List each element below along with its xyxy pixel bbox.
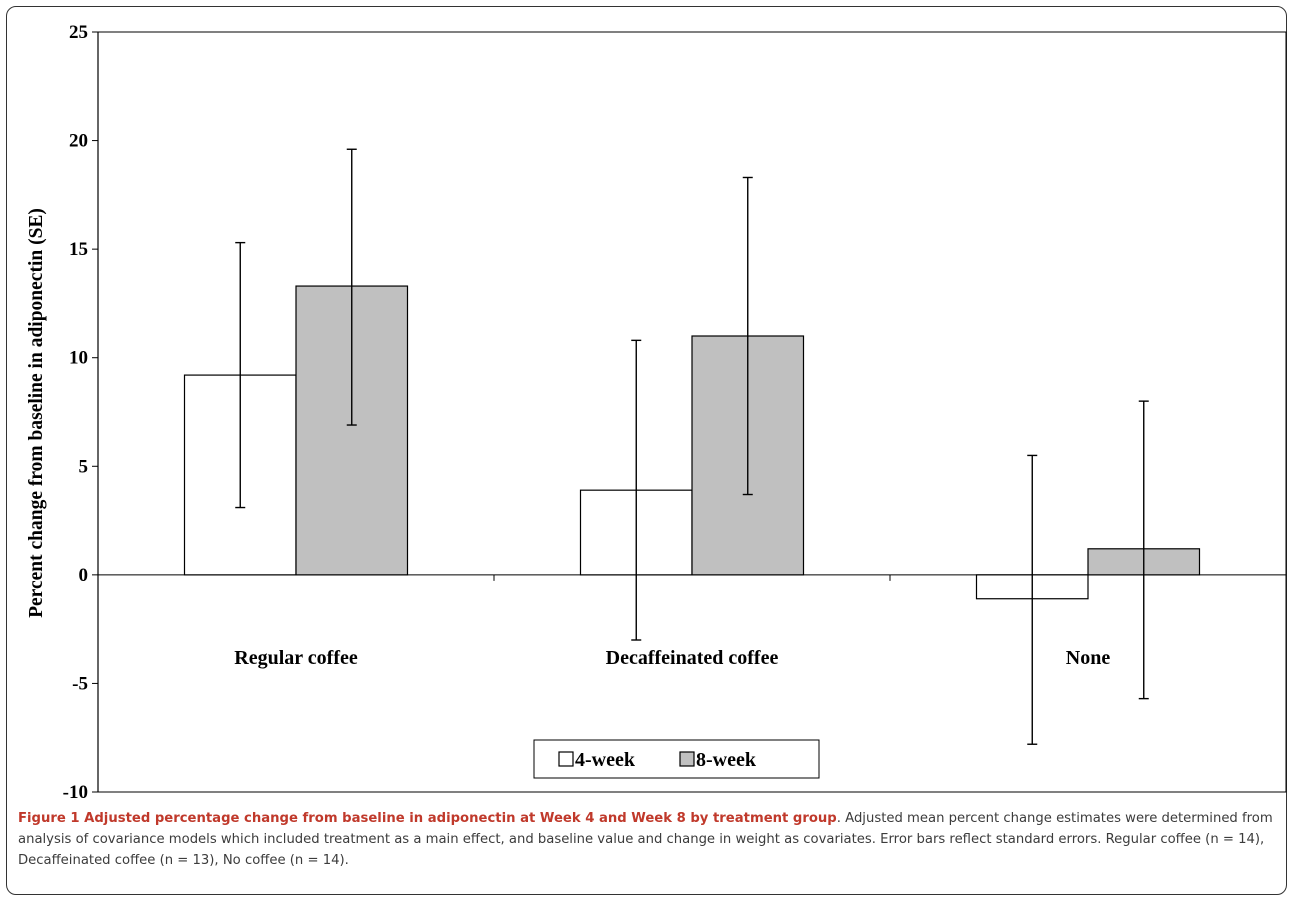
plot-area: 25 20 15 10 5 0 -5 -10 Regular coffee Decaffeinat… [63,22,1287,803]
y-tick-label: 15 [69,239,88,260]
y-tick-label: -10 [63,782,88,803]
category-label: None [1066,647,1111,669]
category-label: Regular coffee [234,647,358,669]
bar-chart: 25 20 15 10 5 0 -5 -10 Regular coffee Decaffeinat… [26,22,1287,803]
y-tick-label: 5 [79,456,89,477]
figure-caption: Figure 1 Adjusted percentage change from… [18,808,1280,871]
caption-lead: Figure 1 Adjusted percentage change from… [18,811,837,826]
caption-body: . Adjusted mean percent change estimates… [18,811,1273,868]
y-axis-label: Percent change from baseline in adiponec… [26,208,47,618]
y-tick-label: 20 [69,131,88,152]
y-tick-label: 0 [79,565,89,586]
legend-label: 8-week [696,749,757,771]
y-tick-label: 10 [69,348,88,369]
y-tick-label: 25 [69,22,88,43]
legend-box [533,739,820,779]
legend-swatch [558,751,574,767]
legend-label: 4-week [575,749,636,771]
y-tick-label: -5 [72,673,88,694]
legend: 4-week 8-week [533,739,820,779]
category-label: Decaffeinated coffee [606,647,779,669]
legend-swatch [679,751,695,767]
